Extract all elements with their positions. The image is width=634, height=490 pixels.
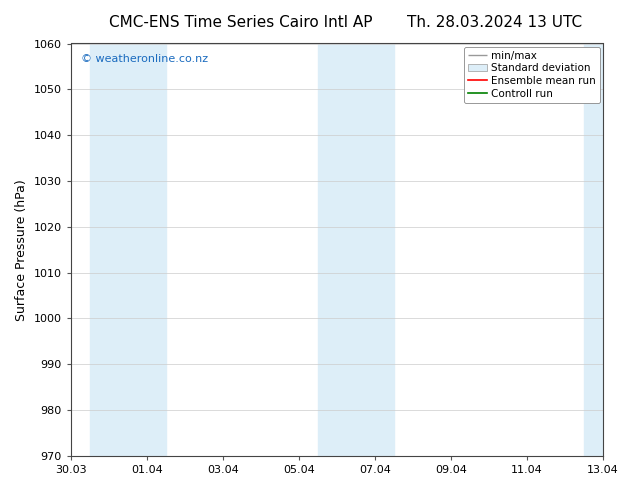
Bar bbox=[90, 44, 165, 456]
Legend: min/max, Standard deviation, Ensemble mean run, Controll run: min/max, Standard deviation, Ensemble me… bbox=[464, 47, 600, 103]
Y-axis label: Surface Pressure (hPa): Surface Pressure (hPa) bbox=[15, 179, 28, 320]
Text: Th. 28.03.2024 13 UTC: Th. 28.03.2024 13 UTC bbox=[407, 15, 582, 30]
Bar bbox=[318, 44, 394, 456]
Text: © weatheronline.co.nz: © weatheronline.co.nz bbox=[81, 54, 209, 64]
Bar bbox=[584, 44, 622, 456]
Text: CMC-ENS Time Series Cairo Intl AP: CMC-ENS Time Series Cairo Intl AP bbox=[109, 15, 373, 30]
